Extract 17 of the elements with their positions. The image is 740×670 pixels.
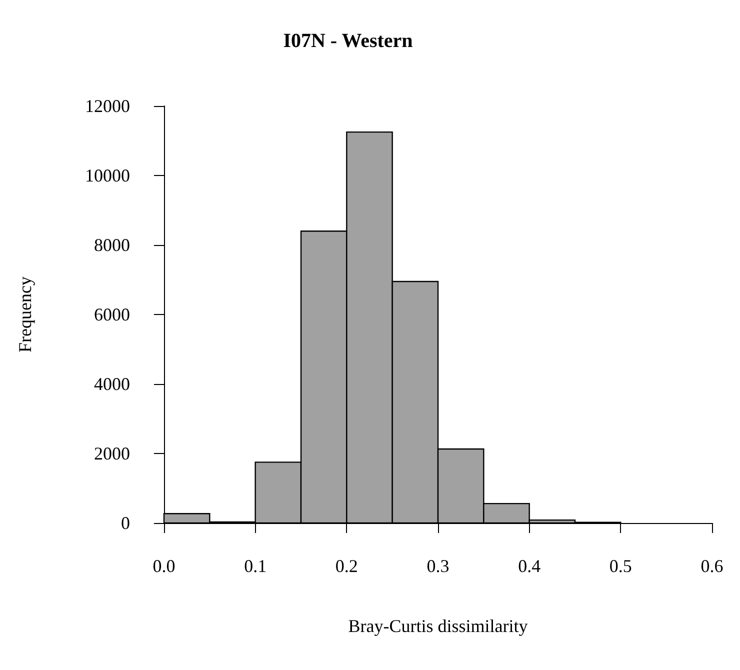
y-tick-label: 10000 (85, 166, 130, 186)
x-tick-label: 0.6 (700, 556, 724, 576)
chart-title: I07N - Western (283, 30, 413, 52)
x-axis-title: Bray-Curtis dissimilarity (348, 616, 528, 636)
y-axis-title: Frequency (15, 276, 35, 352)
y-tick-label: 12000 (85, 96, 130, 116)
x-tick-label: 0.0 (152, 556, 176, 576)
x-tick-label: 0.2 (335, 556, 358, 576)
x-tick-label: 0.1 (244, 556, 267, 576)
y-tick-label: 0 (121, 513, 130, 533)
x-tick-label: 0.5 (609, 556, 632, 576)
x-tick-label: 0.3 (426, 556, 450, 576)
y-tick-label: 4000 (94, 374, 130, 394)
x-tick-label: 0.4 (518, 556, 541, 576)
y-tick-label: 6000 (94, 304, 130, 324)
y-tick-label: 2000 (94, 444, 130, 464)
y-tick-label: 8000 (94, 235, 130, 255)
